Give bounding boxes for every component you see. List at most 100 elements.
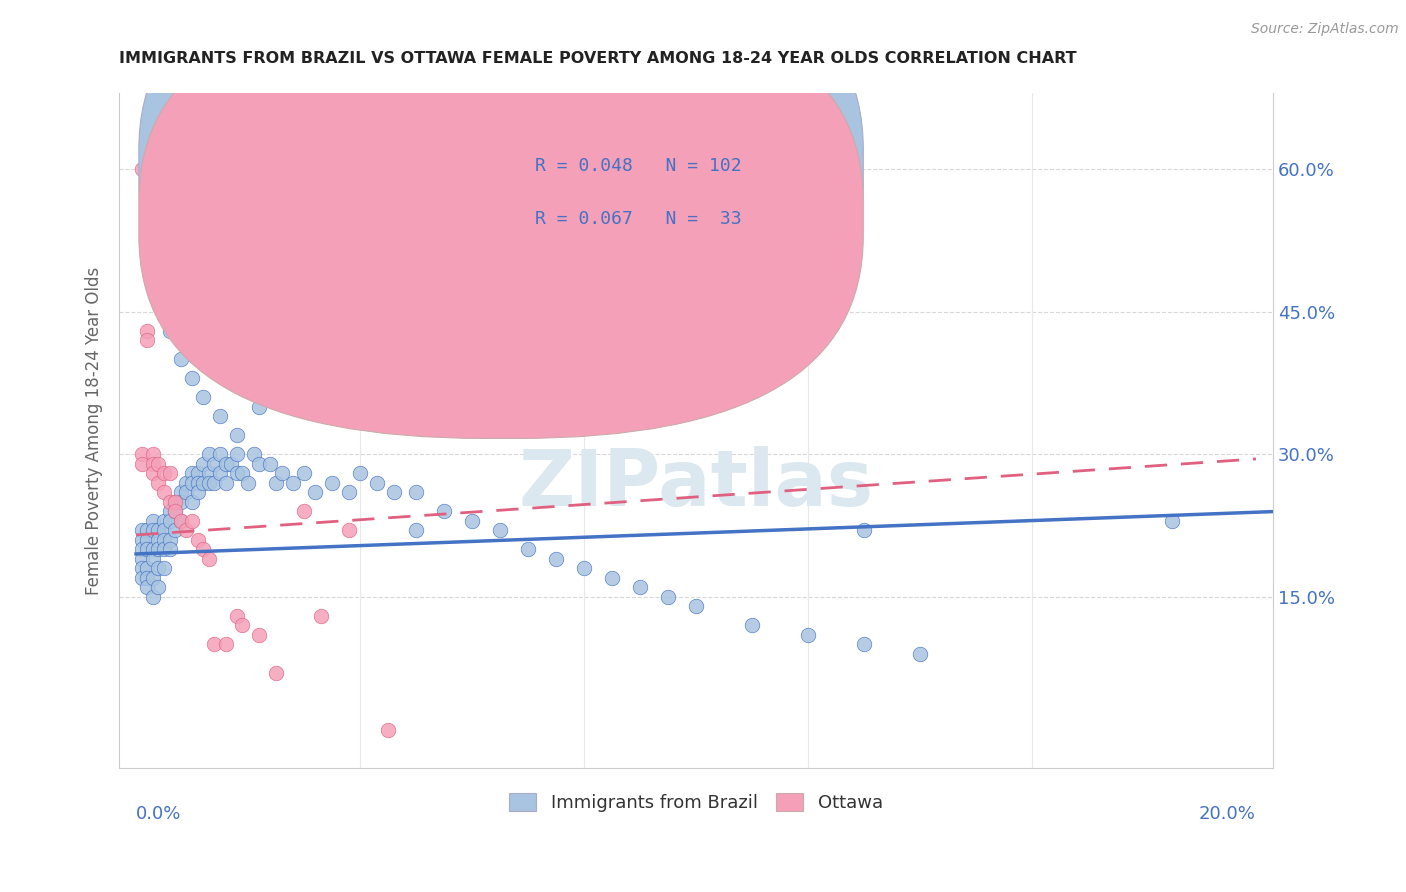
Point [142,551,165,566]
Point [657,590,679,604]
Point [225,608,247,623]
Text: Source: ZipAtlas.com: Source: ZipAtlas.com [1251,22,1399,37]
Point [159,324,181,338]
Point [148,561,170,575]
Point [142,447,165,461]
Point [309,608,332,623]
Point [433,504,456,518]
FancyBboxPatch shape [471,137,770,242]
Point [159,504,181,518]
FancyBboxPatch shape [139,0,863,439]
Point [153,561,176,575]
Point [209,409,232,424]
Point [136,542,159,557]
Point [198,475,221,490]
Point [209,466,232,480]
Point [142,514,165,528]
Point [198,551,221,566]
Point [153,514,176,528]
Point [148,523,170,537]
Point [153,523,176,537]
Point [259,457,281,471]
Point [349,466,371,480]
Point [461,514,484,528]
Point [187,475,209,490]
Point [170,514,193,528]
Point [1161,514,1184,528]
Point [366,475,388,490]
Point [159,514,181,528]
Point [136,523,159,537]
Point [797,628,820,642]
Point [544,551,567,566]
Point [270,466,292,480]
Point [517,542,540,557]
Point [136,324,159,338]
Point [148,276,170,290]
Point [142,571,165,585]
Point [281,475,304,490]
Point [215,475,238,490]
Y-axis label: Female Poverty Among 18-24 Year Olds: Female Poverty Among 18-24 Year Olds [86,267,103,595]
Point [908,647,931,661]
Point [853,637,876,651]
Point [181,475,204,490]
Point [231,618,253,632]
Point [148,475,170,490]
Legend: Immigrants from Brazil, Ottawa: Immigrants from Brazil, Ottawa [502,786,890,820]
Point [264,475,287,490]
Point [193,390,215,404]
Point [198,466,221,480]
Point [136,580,159,594]
Point [131,457,153,471]
Point [159,533,181,547]
Point [187,485,209,500]
Point [292,466,315,480]
Point [292,504,315,518]
Point [176,523,198,537]
Point [209,447,232,461]
Point [181,466,204,480]
Point [187,466,209,480]
Point [225,447,247,461]
Point [165,494,187,508]
Point [148,580,170,594]
Point [176,475,198,490]
Point [131,447,153,461]
Point [142,590,165,604]
Point [204,475,226,490]
Point [741,618,763,632]
Point [136,333,159,347]
Point [142,457,165,471]
Point [242,447,264,461]
Point [193,475,215,490]
Point [159,466,181,480]
Point [165,494,187,508]
Point [159,542,181,557]
Point [131,162,153,177]
Point [572,561,595,575]
Point [225,428,247,442]
Point [131,533,153,547]
Point [281,314,304,328]
Point [142,238,165,252]
Point [247,400,270,414]
Text: 20.0%: 20.0% [1199,805,1256,822]
Point [131,542,153,557]
Point [489,523,512,537]
Point [264,665,287,680]
Point [215,457,238,471]
Text: 0.0%: 0.0% [136,805,181,822]
Point [321,475,343,490]
Point [131,523,153,537]
Point [176,485,198,500]
Point [170,514,193,528]
Point [405,485,427,500]
Point [181,371,204,385]
Point [148,533,170,547]
Point [159,494,181,508]
Point [170,485,193,500]
Point [136,533,159,547]
Point [181,514,204,528]
Point [153,485,176,500]
